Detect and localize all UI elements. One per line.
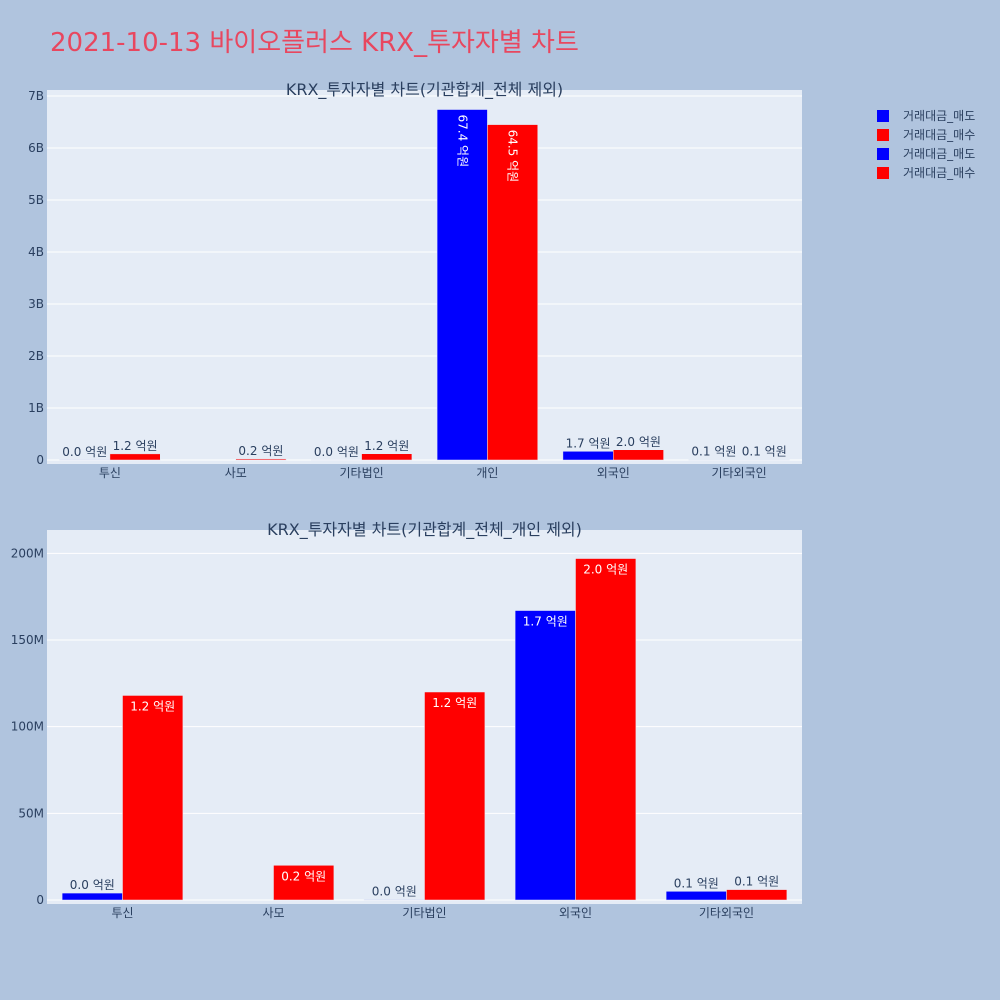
bar-data-label: 1.2 억원 (113, 439, 158, 453)
bar (61, 892, 123, 901)
bar-data-label: 1.2 억원 (364, 439, 409, 453)
x-tick-label: 개인 (476, 466, 498, 480)
y-tick-label: 2B (28, 349, 44, 363)
bar-data-label: 1.7 억원 (566, 436, 611, 450)
legend-swatch (877, 110, 889, 122)
y-tick-label: 0 (36, 453, 44, 467)
bar-data-label: 67.4 억원 (455, 115, 469, 168)
bar (726, 889, 788, 901)
legend-label: 거래대금_매수 (903, 166, 975, 180)
bar-data-label: 0.0 억원 (314, 445, 359, 459)
chart-title: KRX_투자자별 차트(기관합계_전체_개인 제외) (267, 520, 582, 540)
y-tick-label: 100M (11, 720, 44, 734)
bar (361, 453, 413, 461)
y-tick-label: 7B (28, 89, 44, 103)
y-tick-label: 200M (11, 546, 44, 560)
y-tick-label: 0 (36, 893, 44, 907)
bar-data-label: 0.2 억원 (281, 869, 326, 883)
chart-title: KRX_투자자별 차트(기관합계_전체 제외) (286, 80, 563, 100)
legend-swatch (877, 148, 889, 160)
bar (575, 558, 637, 901)
y-tick-label: 4B (28, 245, 44, 259)
x-tick-label: 사모 (262, 906, 284, 920)
bar (235, 458, 287, 461)
x-tick-label: 기타법인 (339, 466, 383, 480)
page-title: 2021-10-13 바이오플러스 KRX_투자자별 차트 (50, 28, 579, 58)
x-tick-label: 기타외국인 (699, 906, 754, 920)
legend-label: 거래대금_매수 (903, 128, 975, 142)
bar-data-label: 2.0 억원 (583, 563, 628, 577)
y-tick-label: 3B (28, 297, 44, 311)
bar-data-label: 64.5 억원 (506, 130, 520, 183)
x-tick-label: 외국인 (597, 466, 630, 480)
y-tick-label: 6B (28, 141, 44, 155)
bar-data-label: 0.1 억원 (691, 445, 736, 459)
bar-data-label: 0.1 억원 (742, 445, 787, 459)
bar-data-label: 0.0 억원 (62, 445, 107, 459)
x-tick-label: 투신 (99, 466, 121, 480)
x-tick-label: 사모 (225, 466, 247, 480)
bar (514, 610, 576, 901)
legend-label: 거래대금_매도 (903, 147, 975, 161)
bar-data-label: 0.0 억원 (70, 878, 115, 892)
y-tick-label: 1B (28, 401, 44, 415)
bar (613, 449, 664, 461)
bar (424, 691, 486, 901)
bar-data-label: 1.2 억원 (432, 696, 477, 710)
y-tick-label: 50M (18, 806, 44, 820)
bar-data-label: 2.0 억원 (616, 435, 661, 449)
y-tick-label: 150M (11, 633, 44, 647)
bar-data-label: 1.7 억원 (523, 615, 568, 629)
legend-label: 거래대금_매도 (903, 109, 975, 123)
x-tick-label: 기타외국인 (711, 466, 766, 480)
bar (273, 865, 335, 901)
bar (122, 695, 184, 901)
bar (487, 124, 538, 461)
y-tick-label: 5B (28, 193, 44, 207)
bar-data-label: 0.1 억원 (734, 875, 779, 889)
plot-area (47, 90, 802, 464)
x-tick-label: 외국인 (559, 906, 592, 920)
bar (562, 451, 614, 461)
x-tick-label: 투신 (111, 906, 133, 920)
bar (665, 891, 727, 901)
legend-swatch (877, 167, 889, 179)
x-tick-label: 기타법인 (402, 906, 446, 920)
bar-data-label: 1.2 억원 (130, 699, 175, 713)
bar (363, 899, 425, 901)
bar (436, 109, 488, 461)
bar-data-label: 0.0 억원 (372, 884, 417, 898)
bar-data-label: 0.1 억원 (674, 876, 719, 890)
bar (109, 453, 161, 461)
bar-data-label: 0.2 억원 (238, 444, 283, 458)
legend-swatch (877, 129, 889, 141)
